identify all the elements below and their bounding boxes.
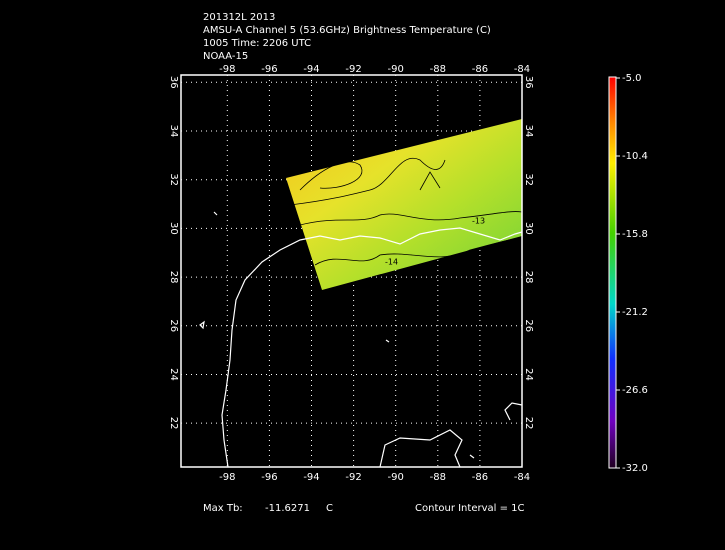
coast [221, 227, 523, 468]
colorbar-label: -32.0 [622, 463, 648, 474]
contour [299, 211, 523, 226]
lon-label: -94 [303, 472, 319, 483]
footer-label: Max Tb: [203, 503, 243, 514]
lat-label: 24 [523, 368, 534, 381]
contour [289, 157, 446, 206]
lon-label: -98 [219, 64, 235, 75]
lat-label: 28 [168, 271, 179, 284]
lat-label: 36 [168, 76, 179, 89]
contour [299, 161, 363, 191]
colorbar [608, 76, 617, 469]
coast [199, 211, 475, 459]
lon-label: -84 [514, 472, 530, 483]
lon-label: -90 [388, 64, 404, 75]
lon-label: -86 [472, 472, 488, 483]
lon-label: -92 [345, 472, 361, 483]
footer-interval: Contour Interval = 1C [415, 503, 525, 514]
coastline [199, 211, 523, 468]
lat-label: 24 [168, 368, 179, 381]
lat-label: 22 [523, 417, 534, 430]
lon-label: -92 [345, 64, 361, 75]
lon-label: -96 [261, 472, 277, 483]
lat-label: 28 [523, 271, 534, 284]
header-line: NOAA-15 [203, 51, 248, 62]
header-line: 1005 Time: 2206 UTC [203, 38, 311, 49]
lon-label: -98 [219, 472, 235, 483]
header-line: 201312L 2013 [203, 12, 275, 23]
coast [504, 402, 523, 421]
lon-label: -88 [430, 64, 446, 75]
lon-label: -94 [303, 64, 319, 75]
lon-label: -84 [514, 64, 530, 75]
contour-label: -13 [472, 217, 485, 226]
footer: Max Tb: -11.6271 C Contour Interval = 1C [203, 503, 525, 514]
contour [419, 171, 441, 191]
contour-label: -14 [385, 258, 398, 267]
footer-unit: C [326, 503, 333, 514]
lon-label: -88 [430, 472, 446, 483]
coast [379, 429, 463, 468]
lat-label: 26 [168, 319, 179, 332]
lat-label: 32 [168, 173, 179, 186]
colorbar-label: -5.0 [622, 73, 642, 84]
lat-label: 22 [168, 417, 179, 430]
header-line: AMSU-A Channel 5 (53.6GHz) Brightness Te… [203, 25, 491, 36]
colorbar-label: -21.2 [622, 307, 648, 318]
map-frame [180, 74, 523, 468]
swath [286, 119, 522, 290]
lon-label: -90 [388, 472, 404, 483]
lon-label: -96 [261, 64, 277, 75]
header: 201312L 2013 AMSU-A Channel 5 (53.6GHz) … [203, 12, 491, 62]
lat-label: 34 [523, 125, 534, 138]
lat-label: 30 [168, 222, 179, 235]
footer-value: -11.6271 [265, 503, 310, 514]
contours [289, 157, 523, 266]
colorbar-label: -10.4 [622, 151, 648, 162]
lat-label: 34 [168, 125, 179, 138]
lat-label: 30 [523, 222, 534, 235]
lat-label: 32 [523, 173, 534, 186]
contour [314, 237, 521, 266]
lon-label: -86 [472, 64, 488, 75]
lat-label: 36 [523, 76, 534, 89]
colorbar-label: -26.6 [622, 385, 648, 396]
lat-label: 26 [523, 319, 534, 332]
colorbar-label: -15.8 [622, 229, 648, 240]
